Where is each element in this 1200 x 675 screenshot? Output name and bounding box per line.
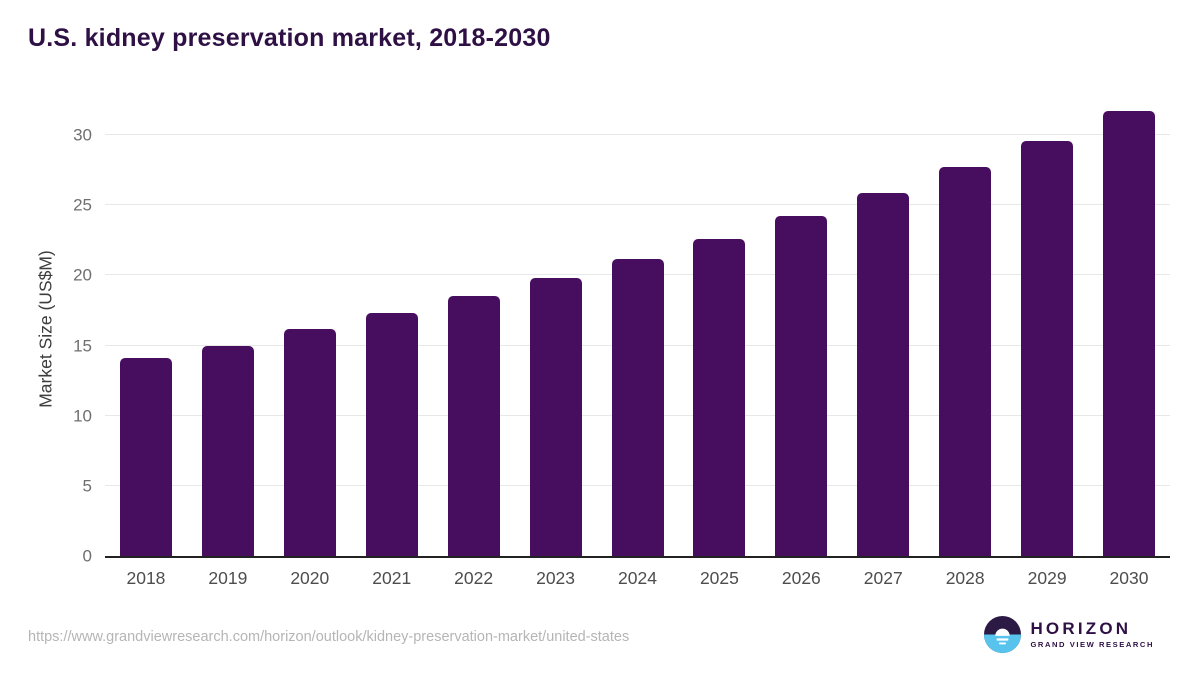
- x-tick-label: 2025: [699, 568, 739, 588]
- x-tick-label: 2029: [1027, 568, 1067, 588]
- y-tick-label: 5: [82, 476, 92, 496]
- y-tick-label: 15: [73, 336, 92, 356]
- chart-title: U.S. kidney preservation market, 2018-20…: [28, 24, 551, 52]
- logo-subtitle: GRAND VIEW RESEARCH: [1030, 640, 1154, 650]
- x-tick-label: 2019: [208, 568, 248, 588]
- bar-2020: [283, 328, 336, 556]
- x-tick-label: 2030: [1109, 568, 1149, 588]
- x-tick-label: 2020: [290, 568, 330, 588]
- x-tick-label: 2024: [618, 568, 657, 588]
- x-tick-label: 2022: [454, 568, 494, 588]
- horizon-sun-icon: [984, 616, 1022, 653]
- gridline: [105, 204, 1170, 206]
- y-tick-label: 10: [73, 406, 92, 426]
- logo-text-block: HORIZON GRAND VIEW RESEARCH: [1030, 618, 1154, 650]
- y-tick-label: 25: [73, 195, 92, 215]
- logo-name: HORIZON: [1030, 618, 1132, 638]
- bar-2028: [939, 167, 992, 556]
- bar-2019: [201, 345, 254, 556]
- source-url: https://www.grandviewresearch.com/horizo…: [28, 629, 630, 645]
- gridline: [105, 134, 1170, 136]
- x-tick-label: 2023: [536, 568, 576, 588]
- bar-2022: [447, 296, 500, 556]
- plot-area: 0 5 10 15 20 25 30 2018 2019 2020 2021 2022 2023 2024…: [73, 100, 1170, 588]
- x-tick-label: 2018: [126, 568, 166, 588]
- bar-2027: [857, 192, 910, 556]
- x-tick-label: 2027: [863, 568, 903, 588]
- bar-2025: [693, 238, 746, 556]
- bar-2024: [611, 258, 664, 556]
- x-tick-label: 2028: [945, 568, 985, 588]
- bar-2030: [1103, 111, 1156, 556]
- y-tick-label: 0: [82, 546, 92, 566]
- bar-2021: [365, 313, 418, 556]
- bar-2018: [119, 358, 172, 556]
- horizon-logo: HORIZON GRAND VIEW RESEARCH: [984, 616, 1154, 653]
- y-tick-label: 30: [73, 125, 92, 145]
- bar-2023: [529, 278, 582, 556]
- y-tick-label: 20: [73, 265, 92, 285]
- bar-2029: [1021, 140, 1074, 556]
- x-tick-label: 2026: [781, 568, 821, 588]
- x-tick-label: 2021: [372, 568, 412, 588]
- bar-2026: [775, 216, 828, 556]
